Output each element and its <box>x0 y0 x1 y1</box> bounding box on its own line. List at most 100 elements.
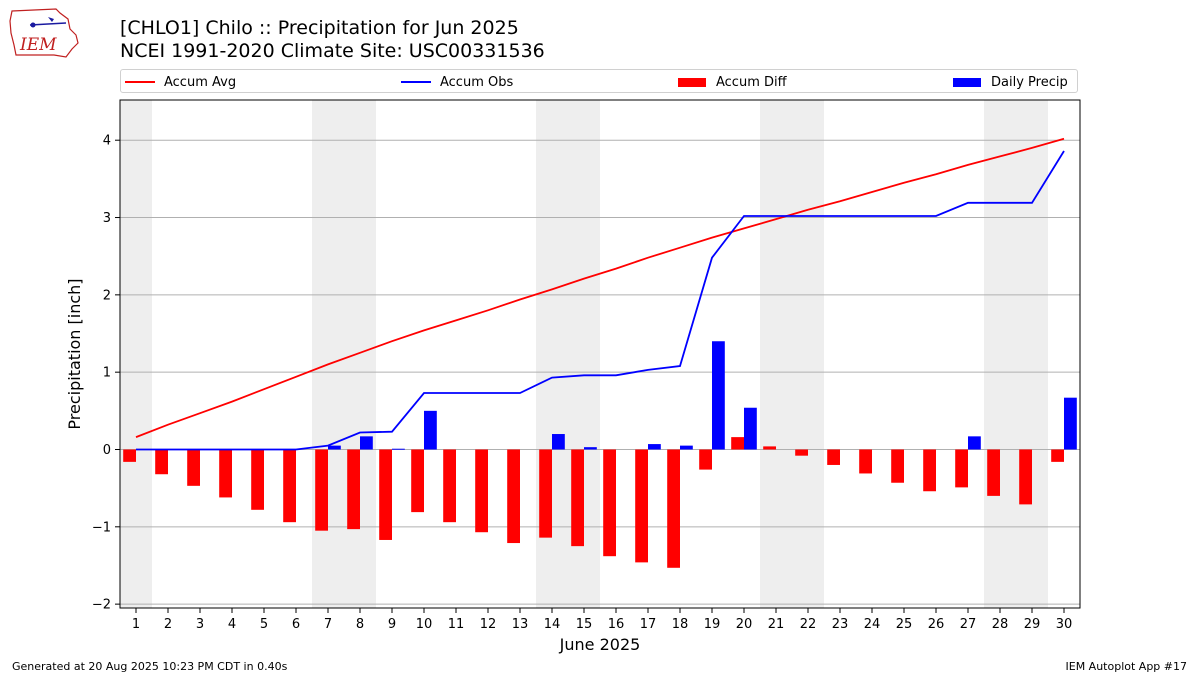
accum-diff-bar <box>635 449 648 563</box>
x-tick-label: 8 <box>356 617 364 632</box>
x-tick-label: 13 <box>512 617 529 632</box>
x-tick-label: 16 <box>608 617 625 632</box>
accum-diff-bar <box>507 449 520 544</box>
daily-precip-bar <box>552 434 565 450</box>
x-tick-label: 19 <box>704 617 721 632</box>
accum-diff-bar <box>219 449 232 498</box>
accum-avg-line <box>135 137 1065 438</box>
accum-diff-bar <box>475 449 488 533</box>
weekend-shade <box>984 100 1048 608</box>
x-tick-label: 5 <box>260 617 268 632</box>
x-tick-label: 28 <box>992 617 1009 632</box>
accum-diff-bar <box>571 449 584 547</box>
accum-diff-bar <box>795 449 808 456</box>
x-tick-label: 10 <box>416 617 433 632</box>
accum-diff-bar <box>763 446 776 450</box>
x-tick-label: 4 <box>228 617 236 632</box>
weekend-shade <box>312 100 376 608</box>
accum-diff-bar <box>699 449 712 470</box>
x-tick-label: 2 <box>164 617 172 632</box>
x-tick-label: 14 <box>544 617 561 632</box>
legend-item-accum-obs: Accum Obs <box>401 70 513 94</box>
legend: Accum Avg Accum Obs Accum Diff Daily Pre… <box>120 69 1078 93</box>
accum-diff-bar <box>923 449 936 492</box>
weekend-shade <box>120 100 152 608</box>
x-tick-label: 24 <box>864 617 881 632</box>
chart-title: [CHLO1] Chilo :: Precipitation for Jun 2… <box>120 17 519 39</box>
accum-diff-bar <box>187 449 200 486</box>
daily-precip-bar <box>1064 397 1077 450</box>
daily-precip-bar <box>712 341 725 450</box>
daily-precip-bar <box>680 445 693 450</box>
accum-diff-bar <box>987 449 1000 496</box>
x-tick-label: 1 <box>132 617 140 632</box>
accum-diff-bar <box>1051 449 1064 462</box>
daily-precip-bar <box>360 436 373 450</box>
legend-item-accum-avg: Accum Avg <box>125 70 236 94</box>
legend-item-daily-precip: Daily Precip <box>953 70 1068 94</box>
y-tick-label: 2 <box>103 288 111 303</box>
daily-precip-bar <box>392 448 405 450</box>
y-tick-label: −1 <box>92 520 111 535</box>
accum-diff-bar <box>1019 449 1032 505</box>
daily-precip-bar <box>744 407 757 450</box>
wind-barb-icon <box>29 22 67 26</box>
legend-label: Daily Precip <box>991 74 1068 90</box>
accum-diff-bar <box>827 449 840 465</box>
accum-obs-line <box>136 150 1065 451</box>
accum-diff-bar <box>667 449 680 568</box>
y-tick-label: 3 <box>103 211 111 226</box>
app-credit: IEM Autoplot App #17 <box>1065 660 1188 673</box>
chart-subtitle: NCEI 1991-2020 Climate Site: USC00331536 <box>120 40 545 62</box>
x-tick-label: 3 <box>196 617 204 632</box>
accum-diff-bar <box>347 449 360 530</box>
x-tick-label: 20 <box>736 617 753 632</box>
x-tick-label: 21 <box>768 617 785 632</box>
accum-diff-bar <box>411 449 424 513</box>
accum-diff-bar <box>155 449 168 475</box>
x-axis-label: June 2025 <box>559 635 641 654</box>
legend-label: Accum Obs <box>440 74 514 90</box>
daily-precip-bar <box>968 436 981 450</box>
x-tick-label: 12 <box>480 617 497 632</box>
logo-text: IEM <box>19 35 57 55</box>
y-tick-label: 4 <box>103 134 111 149</box>
accum-diff-bar <box>315 449 328 531</box>
daily-precip-bar <box>424 410 437 450</box>
x-tick-label: 17 <box>640 617 657 632</box>
legend-item-accum-diff: Accum Diff <box>678 70 787 94</box>
x-tick-label: 26 <box>928 617 945 632</box>
x-tick-label: 7 <box>324 617 332 632</box>
daily-precip-bar <box>328 445 341 450</box>
x-tick-label: 9 <box>388 617 396 632</box>
generated-timestamp: Generated at 20 Aug 2025 10:23 PM CDT in… <box>12 660 288 673</box>
plot-frame <box>119 99 1081 609</box>
x-tick-label: 11 <box>448 617 465 632</box>
y-tick-label: −2 <box>92 598 111 613</box>
accum-diff-bar <box>891 449 904 483</box>
daily-precip-bar <box>648 444 661 450</box>
x-tick-label: 23 <box>832 617 849 632</box>
accum-diff-bar <box>443 449 456 523</box>
y-tick-label: 0 <box>103 443 111 458</box>
x-tick-label: 25 <box>896 617 913 632</box>
accum-diff-bar <box>955 449 968 488</box>
iem-logo: IEM <box>9 8 79 58</box>
accum-diff-bar <box>603 449 616 557</box>
accum-diff-bar <box>251 449 264 510</box>
weekend-shade <box>760 100 824 608</box>
x-tick-label: 6 <box>292 617 300 632</box>
legend-label: Accum Avg <box>164 74 237 90</box>
accum-diff-bar <box>859 449 872 474</box>
legend-label: Accum Diff <box>716 74 787 90</box>
x-tick-label: 18 <box>672 617 689 632</box>
x-tick-label: 22 <box>800 617 817 632</box>
y-tick-label: 1 <box>103 366 111 381</box>
x-tick-label: 30 <box>1056 617 1073 632</box>
accum-diff-bar <box>379 449 392 540</box>
flag-icon <box>48 17 54 22</box>
y-axis-label: Precipitation [inch] <box>65 278 84 429</box>
accum-diff-bar <box>123 449 136 462</box>
x-tick-label: 27 <box>960 617 977 632</box>
accum-diff-bar <box>539 449 552 538</box>
